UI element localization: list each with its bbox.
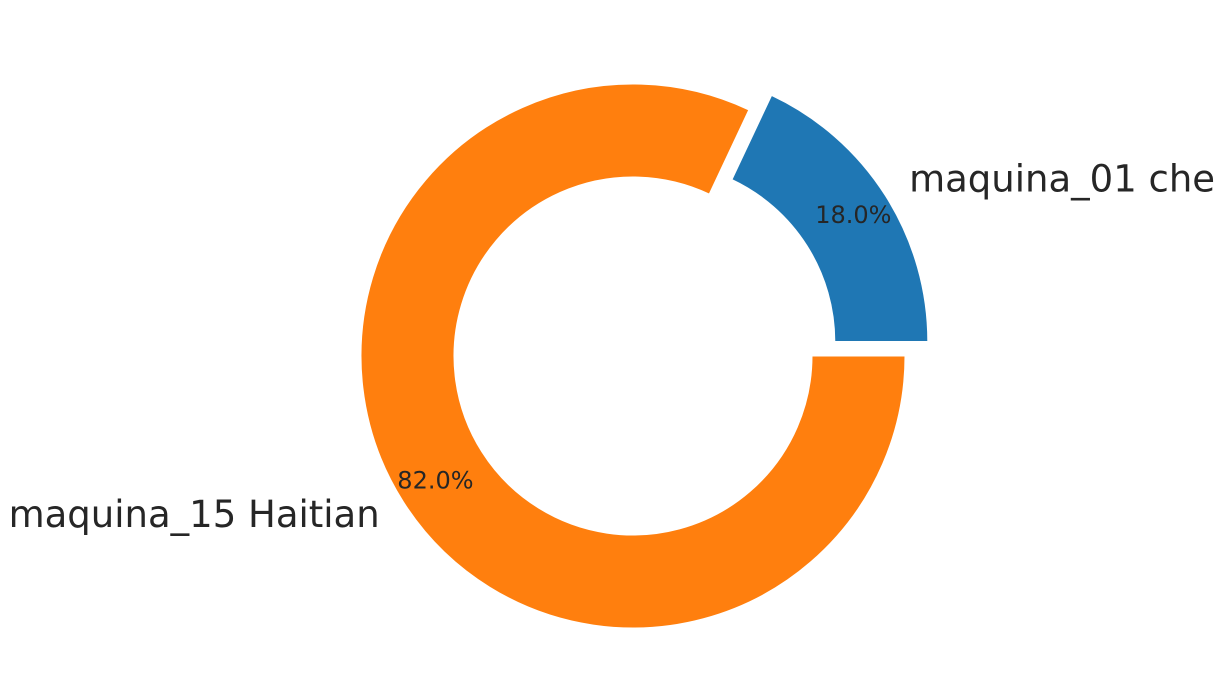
slices-group xyxy=(360,83,929,629)
slice-2-percent-label: 82.0% xyxy=(397,466,473,494)
slice-1-percent-label: 18.0% xyxy=(815,201,891,229)
labels-group: 18.0% maquina_01 che 82.0% maquina_15 Haiti… xyxy=(9,157,1215,536)
slice-2 xyxy=(360,83,906,629)
slice-2-category-label: maquina_15 Haitian xyxy=(9,493,380,536)
slice-1 xyxy=(731,94,929,343)
slice-1-category-label: maquina_01 che xyxy=(909,157,1215,200)
